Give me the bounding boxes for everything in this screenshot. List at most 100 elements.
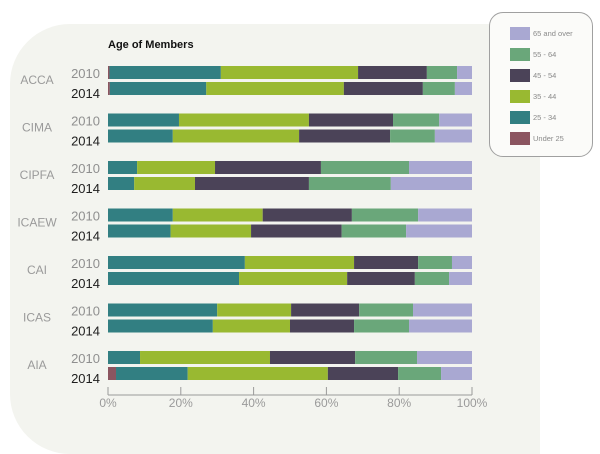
bar-segment-acca-2014-55-64 (422, 82, 455, 95)
x-tick-label: 100% (457, 396, 488, 410)
bar-segment-cima-2010-45-54 (308, 113, 394, 127)
legend-item: 35 - 44 (510, 88, 556, 104)
bar-segment-icas-2014-25-34 (108, 319, 213, 333)
bar-segment-cipfa-2014-25-34 (108, 177, 135, 190)
year-label: 2010 (71, 66, 100, 81)
legend-label: 35 - 44 (533, 91, 557, 101)
legend-swatch (510, 68, 530, 82)
bar-segment-cai-2014-45-54 (347, 272, 415, 285)
chart-background-panel (10, 24, 540, 454)
bar-segment-cima-2010-55-64 (393, 113, 440, 127)
group-label-acca: ACCA (20, 73, 53, 87)
bar-segment-cipfa-2010-55-64 (320, 161, 410, 174)
bar-segment-cai-2014-35-44 (239, 272, 348, 285)
legend-label: Under 25 (533, 133, 564, 143)
bar-segment-cipfa-2010-25-34 (108, 161, 138, 174)
year-label: 2014 (71, 181, 100, 196)
bar-segment-aia-2014-45-54 (327, 367, 399, 380)
bar-segment-acca-2010-45-54 (358, 66, 427, 79)
legend-item: Under 25 (510, 130, 564, 146)
bar-segment-aia-2010-25-34 (108, 351, 141, 364)
x-axis: 0% 20% 40% 60% 80% 100% (99, 387, 488, 410)
bar-segment-cai-2014-65-and-over (449, 272, 472, 285)
bar-segment-icaew-2010-65-and-over (418, 208, 472, 222)
chart-title: Age of Members (108, 39, 194, 51)
bar-segment-cai-2014-25-34 (108, 272, 240, 285)
bar-segment-acca-2010-65-and-over (457, 66, 472, 79)
bar-segment-cipfa-2014-65-and-over (390, 177, 472, 190)
x-tick-label: 20% (169, 396, 193, 410)
legend-swatch (510, 131, 530, 145)
bar-segment-acca-2014-35-44 (206, 82, 344, 95)
bar-segment-acca-2014-25-34 (109, 82, 207, 95)
year-label: 2014 (71, 324, 100, 339)
bar-segment-icas-2010-45-54 (291, 303, 360, 317)
bar-segment-aia-2010-45-54 (269, 351, 356, 364)
bar-segment-icaew-2014-65-and-over (406, 224, 472, 238)
bar-segment-acca-2014-under-25 (108, 82, 110, 95)
legend-item: 45 - 54 (510, 67, 556, 83)
bar-segment-aia-2014-55-64 (398, 367, 442, 380)
group-label-cipfa: CIPFA (20, 168, 55, 182)
bar-segment-cai-2010-45-54 (354, 256, 419, 269)
legend-swatch (510, 47, 530, 61)
legend-swatch (510, 110, 530, 124)
bar-segment-aia-2010-65-and-over (417, 351, 472, 364)
bar-segment-icas-2014-65-and-over (409, 319, 472, 333)
x-tick-label: 60% (314, 396, 338, 410)
bar-segment-cai-2010-55-64 (418, 256, 452, 269)
x-tick-label: 0% (99, 396, 117, 410)
bar-segment-aia-2014-under-25 (108, 367, 117, 380)
legend-item: 65 and over (510, 25, 573, 41)
bar-segment-cima-2010-65-and-over (439, 113, 472, 127)
legend-label: 25 - 34 (533, 112, 557, 122)
legend-swatch (510, 26, 530, 40)
bar-segment-cima-2014-35-44 (172, 129, 300, 143)
bar-segment-cipfa-2014-45-54 (195, 177, 309, 190)
bar-segment-icas-2010-65-and-over (413, 303, 472, 317)
bar-segment-icas-2010-35-44 (217, 303, 292, 317)
bar-segment-cima-2010-35-44 (178, 113, 309, 127)
group-label-cai: CAI (27, 263, 47, 277)
bar-segment-icaew-2010-55-64 (351, 208, 419, 222)
year-label: 2010 (71, 304, 100, 319)
legend-label: 65 and over (533, 28, 573, 38)
bar-segment-cai-2010-65-and-over (451, 256, 472, 269)
bar-segment-acca-2010-55-64 (426, 66, 458, 79)
bar-segment-icas-2014-45-54 (290, 319, 355, 333)
x-tick-label: 80% (387, 396, 411, 410)
year-label: 2014 (71, 134, 100, 149)
year-label: 2010 (71, 256, 100, 271)
labels-layer: ACCA 2010 2014 CIMA 2010 2014 CIPFA 2010 2014 ICA… (17, 66, 100, 386)
legend-label: 45 - 54 (533, 70, 557, 80)
bar-segment-icas-2014-35-44 (212, 319, 290, 333)
bar-segment-icaew-2010-45-54 (262, 208, 352, 222)
bar-segment-icaew-2010-25-34 (108, 208, 173, 222)
bar-segment-cai-2014-55-64 (414, 272, 450, 285)
bar-segment-acca-2014-45-54 (343, 82, 423, 95)
bar-segment-cai-2010-25-34 (108, 256, 245, 269)
year-label: 2010 (71, 114, 100, 129)
group-label-icas: ICAS (23, 311, 51, 325)
bar-segment-icaew-2014-35-44 (170, 224, 252, 238)
bar-segment-acca-2010-under-25 (108, 66, 110, 79)
bar-segment-aia-2014-65-and-over (441, 367, 472, 380)
bar-segment-icaew-2014-55-64 (341, 224, 407, 238)
bar-segment-icaew-2014-25-34 (108, 224, 171, 238)
bar-segment-cipfa-2014-35-44 (134, 177, 195, 190)
bar-segment-cai-2010-35-44 (244, 256, 355, 269)
group-label-icaew: ICAEW (17, 216, 57, 230)
year-label: 2014 (71, 371, 100, 386)
bar-segment-cima-2010-25-34 (108, 113, 179, 127)
bar-segment-cipfa-2010-65-and-over (409, 161, 472, 174)
year-label: 2010 (71, 351, 100, 366)
bar-segment-aia-2010-35-44 (140, 351, 270, 364)
group-label-cima: CIMA (22, 121, 52, 135)
bar-segment-cima-2014-25-34 (108, 129, 173, 143)
legend-item: 55 - 64 (510, 46, 556, 62)
year-label: 2014 (71, 229, 100, 244)
bar-segment-icas-2010-25-34 (108, 303, 218, 317)
bar-segment-cima-2014-65-and-over (434, 129, 472, 143)
year-label: 2014 (71, 86, 100, 101)
bar-segment-cipfa-2010-45-54 (215, 161, 321, 174)
